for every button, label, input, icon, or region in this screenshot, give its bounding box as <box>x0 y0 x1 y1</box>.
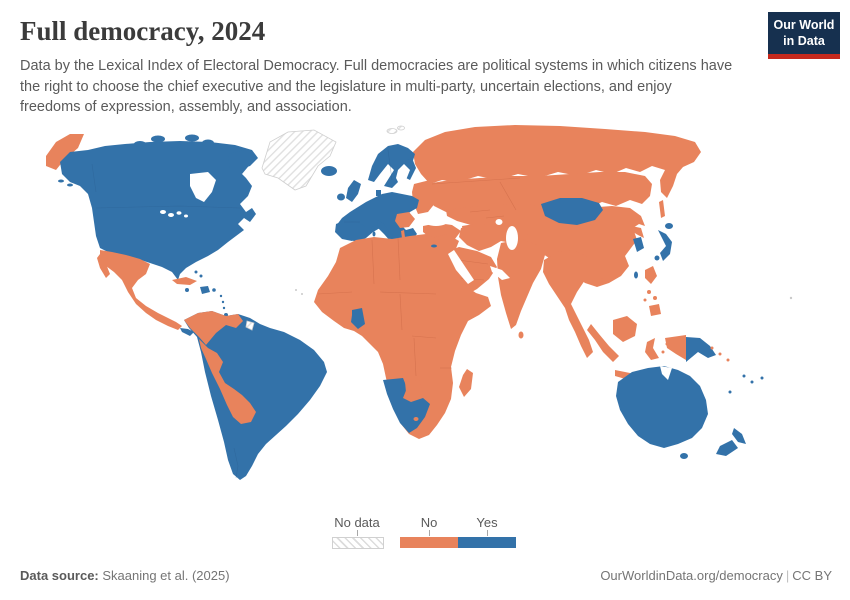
world-map[interactable] <box>0 122 850 517</box>
chart-subtitle: Data by the Lexical Index of Electoral D… <box>20 58 733 116</box>
legend-swatch-no[interactable] <box>400 537 458 548</box>
license-label: CC BY <box>792 568 832 583</box>
region-east-asia-democracies[interactable] <box>431 198 673 279</box>
page-title: Full democracy, 2024 <box>20 16 266 46</box>
region-maritime-southeast-asia[interactable] <box>587 266 686 386</box>
region-russia-asia[interactable] <box>412 125 701 358</box>
owid-logo-line1: Our World <box>773 18 835 32</box>
region-europe[interactable] <box>335 144 419 249</box>
region-africa[interactable] <box>314 234 491 439</box>
legend-label-no: No <box>420 515 438 530</box>
legend-tick-no <box>429 530 430 536</box>
region-oceania[interactable] <box>616 337 764 459</box>
owid-url-link[interactable]: OurWorldinData.org/democracy <box>600 568 783 583</box>
data-source-label: Data source: <box>20 568 99 583</box>
footer-separator: | <box>785 568 790 583</box>
region-south-america[interactable] <box>184 289 793 480</box>
data-source-note: Data source: Skaaning et al. (2025) <box>20 568 230 583</box>
footer-attribution: OurWorldinData.org/democracy | CC BY <box>600 568 832 583</box>
region-north-america[interactable] <box>46 134 337 280</box>
region-greenland-nodata[interactable] <box>261 125 405 191</box>
owid-logo-line2: in Data <box>783 33 825 48</box>
data-source-value: Skaaning et al. (2025) <box>98 568 230 583</box>
region-central-america-caribbean[interactable] <box>97 250 228 336</box>
inland-seas <box>423 214 518 284</box>
legend-swatch-yes[interactable] <box>458 537 516 548</box>
legend-label-yes: Yes <box>476 515 498 530</box>
legend-tick-no-data <box>357 530 358 536</box>
legend-label-no-data: No data <box>334 515 380 530</box>
legend-tick-yes <box>487 530 488 536</box>
owid-logo[interactable]: Our World in Data <box>768 12 840 60</box>
legend-swatch-no-data[interactable] <box>332 537 384 549</box>
